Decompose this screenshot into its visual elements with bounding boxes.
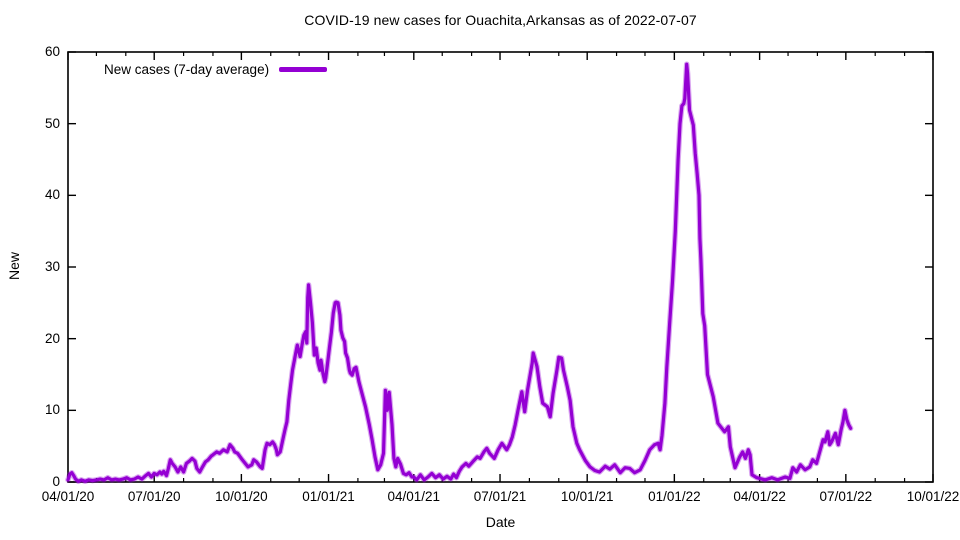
x-tick-label: 07/01/21 xyxy=(473,489,527,504)
legend-label: New cases (7-day average) xyxy=(104,62,270,77)
x-tick-label: 04/01/21 xyxy=(387,489,441,504)
y-tick-label: 50 xyxy=(44,115,60,131)
x-tick-label: 10/01/20 xyxy=(215,489,268,504)
y-tick-label: 30 xyxy=(44,259,60,274)
x-tick-label: 04/01/20 xyxy=(41,489,95,504)
y-tick-label: 40 xyxy=(44,187,60,203)
x-tick-label: 07/01/22 xyxy=(819,489,873,504)
x-tick-label: 10/01/21 xyxy=(560,489,614,504)
chart-title: COVID-19 new cases for Ouachita,Arkansas… xyxy=(304,12,697,28)
y-tick-label: 20 xyxy=(44,330,60,346)
y-tick-label: 60 xyxy=(44,44,60,59)
legend: New cases (7-day average) xyxy=(104,62,328,77)
plot-border xyxy=(67,51,934,483)
legend-line-sample xyxy=(279,67,328,72)
series-line-halo xyxy=(65,61,854,485)
x-axis-label: Date xyxy=(485,514,516,530)
x-tick-label: 07/01/20 xyxy=(127,489,181,504)
x-tick-label: 10/01/22 xyxy=(906,489,960,504)
x-tick-label: 01/01/21 xyxy=(302,489,355,504)
y-tick-label: 10 xyxy=(44,402,60,418)
series-line-new-cases xyxy=(66,62,853,483)
y-tick-label: 0 xyxy=(52,474,60,489)
x-tick-label: 04/01/22 xyxy=(733,489,786,504)
x-tick-label: 01/01/22 xyxy=(648,489,701,504)
